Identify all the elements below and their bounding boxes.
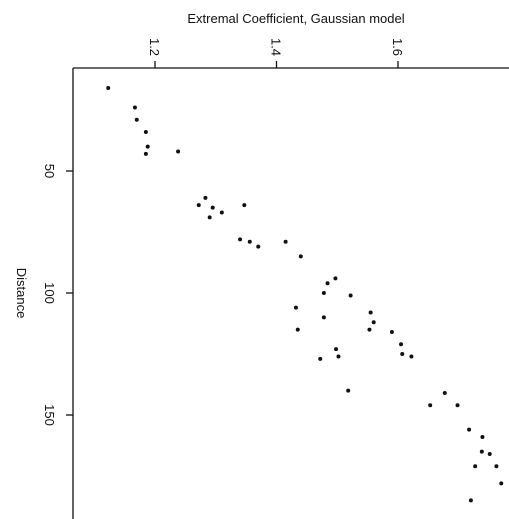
data-point [321,315,326,320]
data-point [134,117,139,122]
data-point [207,215,212,220]
data-point [295,327,300,332]
data-point [389,330,394,335]
data-point [293,305,298,310]
data-point [480,434,485,439]
data-point [242,203,247,208]
data-point [145,144,150,149]
data-point [321,291,326,295]
data-points [106,86,504,503]
data-point [494,464,499,469]
data-point [336,354,341,359]
data-point [368,310,373,315]
data-point [333,276,338,281]
x-tick-label: 1.2 [147,38,162,56]
x-tick-label: 1.6 [390,38,405,56]
data-point [479,449,484,454]
y-tick-label: 100 [42,282,57,304]
data-point [143,151,148,156]
data-point [298,254,303,259]
x-axis-ticks: 1.2 1.4 1.6 [147,38,405,68]
data-point [318,356,323,361]
data-point [442,391,447,396]
data-point [346,388,351,393]
x-axis-label: Extremal Coefficient, Gaussian model [187,11,404,26]
data-point [247,239,252,244]
data-point [325,281,330,286]
data-point [473,464,478,469]
data-point [256,244,261,249]
data-point [283,239,288,244]
data-point [400,352,405,356]
y-tick-label: 50 [42,164,57,178]
data-point [219,210,224,215]
data-point [487,452,492,457]
data-point [499,481,504,486]
data-point [468,498,473,503]
data-point [143,129,148,134]
data-point [203,195,208,200]
data-point [409,354,414,359]
data-point [210,205,215,210]
x-tick-label: 1.4 [269,38,284,56]
data-point [196,203,201,208]
y-axis-ticks: 50 100 150 [42,164,73,426]
data-point [399,342,404,347]
data-point [367,327,372,332]
data-point [132,105,137,110]
data-point [238,237,243,242]
data-point [176,149,181,154]
data-point [334,347,339,352]
data-point [348,293,353,298]
y-tick-label: 150 [42,404,57,426]
data-point [467,427,472,432]
y-axis-label: Distance [14,268,29,319]
data-point [455,403,460,408]
data-point [428,403,433,408]
data-point [371,320,376,325]
data-point [106,86,111,91]
